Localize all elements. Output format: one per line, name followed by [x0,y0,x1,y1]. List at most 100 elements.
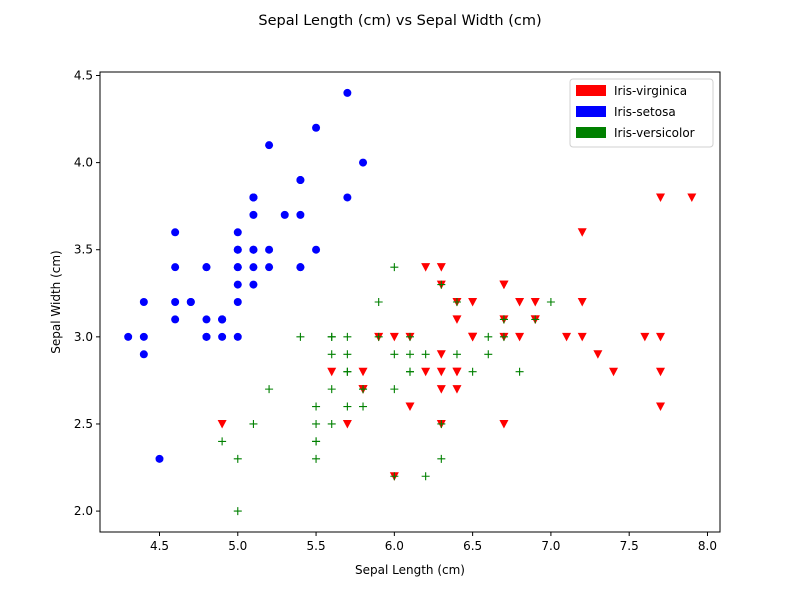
point-iris-versicolor-1 [452,298,461,306]
point-iris-versicolor-9 [265,385,274,394]
point-iris-setosa-45 [202,332,211,341]
y-tick-label: 2.5 [74,417,93,431]
point-iris-virginica-5 [640,332,650,342]
point-iris-versicolor-36 [499,315,508,324]
point-iris-versicolor-24 [452,350,461,359]
point-iris-setosa-26 [233,263,242,272]
point-iris-versicolor-37 [437,454,446,463]
point-iris-versicolor-12 [390,472,399,481]
point-iris-setosa-8 [139,350,148,359]
point-iris-setosa-43 [233,245,242,254]
point-iris-versicolor-10 [233,507,242,516]
point-iris-virginica-33 [436,367,446,377]
point-iris-versicolor-3 [312,454,321,463]
point-iris-setosa-4 [233,228,242,237]
point-iris-setosa-24 [202,263,211,272]
point-iris-versicolor-39 [312,419,321,428]
point-iris-setosa-3 [171,315,180,324]
point-iris-setosa-30 [202,315,211,324]
point-iris-virginica-36 [436,263,446,272]
point-iris-virginica-9 [577,228,587,237]
y-tick-label: 3.5 [74,243,93,257]
point-iris-versicolor-33 [390,385,399,394]
legend-swatch-virginica [576,85,606,96]
point-iris-versicolor-8 [484,350,493,359]
point-iris-virginica-13 [342,419,352,429]
point-iris-setosa-13 [124,332,133,341]
point-iris-setosa-31 [296,263,305,272]
point-iris-setosa-49 [233,280,242,289]
point-iris-setosa-18 [343,193,352,202]
point-iris-virginica-30 [609,367,619,377]
y-tick-label: 4.0 [74,156,93,170]
point-iris-setosa-6 [171,263,180,272]
point-iris-versicolor-6 [437,280,446,289]
legend-label-versicolor: Iris-versicolor [614,126,695,140]
point-iris-setosa-23 [249,280,258,289]
point-iris-setosa-10 [296,210,305,219]
x-axis-label: Sepal Length (cm) [355,563,465,577]
point-iris-setosa-27 [265,245,274,254]
point-iris-versicolor-22 [437,419,446,428]
plot-frame [99,71,721,533]
point-iris-setosa-36 [312,245,321,254]
point-iris-setosa-25 [233,332,242,341]
y-axis-label: Sepal Width (cm) [49,250,63,353]
point-iris-versicolor-46 [343,350,352,359]
point-iris-setosa-32 [265,141,274,150]
point-iris-virginica-3 [436,350,446,359]
point-iris-setosa-29 [186,298,195,306]
x-tick-label: 5.0 [228,539,247,553]
point-iris-setosa-33 [312,123,321,132]
point-iris-virginica-21 [327,367,337,377]
point-iris-versicolor-27 [499,332,508,341]
point-iris-virginica-11 [452,385,462,394]
x-tick-label: 6.0 [385,539,404,553]
point-iris-versicolor-34 [296,332,305,341]
point-iris-virginica-47 [468,332,478,342]
point-iris-setosa-38 [139,332,148,341]
point-iris-virginica-2 [562,332,572,342]
point-iris-versicolor-11 [374,332,383,341]
point-iris-setosa-41 [155,454,164,463]
point-iris-versicolor-45 [343,332,352,341]
point-iris-virginica-26 [421,367,431,377]
point-iris-virginica-25 [577,298,587,307]
point-iris-versicolor-47 [421,350,430,359]
point-iris-versicolor-40 [312,402,321,411]
point-iris-virginica-31 [687,193,697,202]
point-iris-virginica-32 [452,367,462,377]
point-iris-versicolor-4 [468,367,477,376]
point-iris-versicolor-25 [484,332,493,341]
point-iris-versicolor-0 [546,298,555,306]
point-iris-versicolor-26 [515,367,524,376]
chart-title: Sepal Length (cm) vs Sepal Width (cm) [258,13,541,29]
point-iris-setosa-42 [139,298,148,306]
point-iris-virginica-34 [405,402,415,412]
axis-ticks: 4.5 5.0 5.5 6.0 6.5 7.0 7.5 8.0 2.0 2.5 3.0 3.5 4.0 4… [74,68,717,553]
point-iris-virginica-35 [656,332,666,342]
point-iris-virginica-38 [389,332,399,342]
point-iris-versicolor-20 [374,298,383,306]
x-tick-label: 7.0 [541,539,560,553]
point-iris-versicolor-18 [421,472,430,481]
x-tick-label: 8.0 [698,539,717,553]
x-tick-label: 4.5 [150,539,169,553]
point-iris-virginica-23 [436,385,446,394]
point-iris-setosa-17 [249,245,258,254]
point-iris-versicolor-44 [327,385,336,394]
point-iris-virginica-44 [499,280,509,290]
point-iris-virginica-7 [593,350,603,359]
point-iris-versicolor-2 [531,315,540,324]
y-tick-label: 2.0 [74,504,93,518]
legend-label-virginica: Iris-virginica [614,84,687,98]
point-iris-virginica-20 [530,298,540,307]
point-iris-virginica-37 [452,315,462,324]
point-iris-setosa-1 [218,332,227,341]
point-iris-virginica-14 [358,367,368,377]
point-iris-setosa-47 [171,298,180,306]
y-tick-label: 3.0 [74,330,93,344]
point-iris-setosa-21 [249,210,258,219]
point-iris-versicolor-28 [390,350,399,359]
